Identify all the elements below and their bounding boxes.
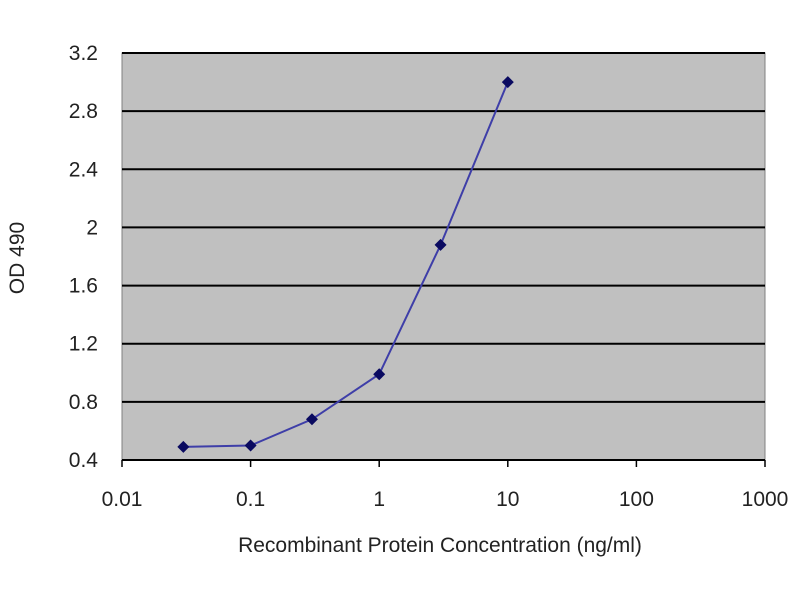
- x-tick-label: 1: [373, 488, 385, 511]
- data-point: [244, 439, 257, 452]
- y-axis-tick-labels: 0.4 0.8 1.2 1.6 2 2.4 2.8 3.2: [69, 42, 99, 472]
- y-tick-label: 2.4: [69, 158, 99, 181]
- y-tick-label: 2.8: [69, 100, 98, 123]
- series-group: [177, 76, 514, 453]
- x-axis-ticks: [121, 460, 766, 467]
- x-axis-tick-labels: 0.01 0.1 1 10 100 1000: [102, 488, 789, 511]
- x-axis-title: Recombinant Protein Concentration (ng/ml…: [238, 534, 642, 557]
- y-axis-title: OD 490: [6, 222, 29, 294]
- plot-area: [121, 52, 766, 461]
- y-tick-label: 0.4: [69, 449, 99, 472]
- y-tick-label: 1.2: [69, 333, 98, 356]
- data-point: [373, 368, 386, 381]
- y-tick-label: 1.6: [69, 275, 98, 298]
- grid-lines: [122, 52, 765, 461]
- data-point: [434, 238, 447, 251]
- y-tick-label: 3.2: [69, 42, 98, 65]
- x-tick-label: 10: [496, 488, 519, 511]
- data-point: [305, 413, 318, 426]
- data-point: [501, 76, 514, 89]
- x-tick-label: 0.1: [236, 488, 265, 511]
- x-tick-label: 0.01: [102, 488, 143, 511]
- y-tick-label: 0.8: [69, 391, 98, 414]
- series-line: [183, 81, 509, 448]
- data-point: [177, 440, 190, 453]
- x-tick-label: 1000: [742, 488, 789, 511]
- y-tick-label: 2: [86, 216, 98, 239]
- x-tick-label: 100: [619, 488, 654, 511]
